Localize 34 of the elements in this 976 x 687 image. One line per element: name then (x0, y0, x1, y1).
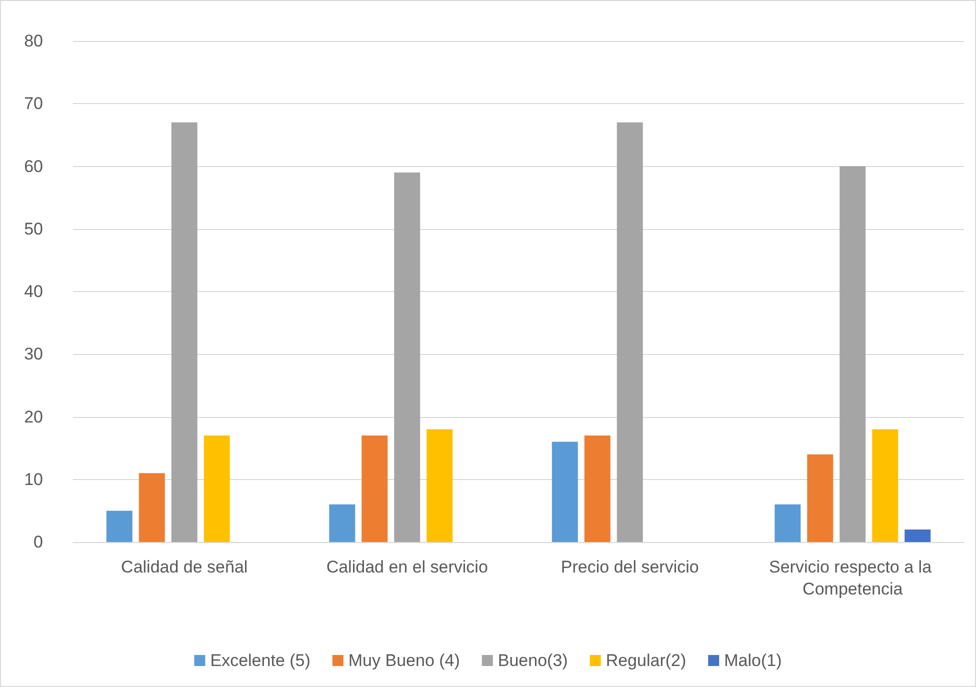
bar (616, 122, 643, 542)
legend-label: Bueno(3) (498, 651, 568, 670)
y-tick-label: 70 (24, 94, 43, 114)
y-tick-label: 50 (24, 219, 43, 238)
x-tick-label: Calidad en el servicio (326, 558, 488, 576)
bar (904, 529, 931, 542)
bar (362, 436, 388, 542)
bar (171, 122, 198, 542)
y-tick-label: 0 (34, 532, 43, 552)
bar (584, 436, 610, 542)
legend-label: Malo(1) (724, 651, 782, 670)
y-tick-label: 60 (24, 156, 43, 176)
legend-label: Regular(2) (606, 651, 686, 670)
bar (329, 504, 356, 542)
y-tick-label: 10 (24, 470, 43, 489)
bar (872, 429, 898, 542)
y-tick-label: 40 (24, 282, 43, 301)
bar (426, 429, 453, 542)
x-tick-label: Precio del servicio (560, 558, 699, 576)
bar (840, 166, 866, 542)
legend-label: Muy Bueno (4) (348, 651, 460, 670)
legend-label: Excelente (5) (210, 651, 310, 670)
bar (807, 454, 834, 542)
x-tick-label: Servicio respecto a la Competencia (769, 558, 936, 598)
y-tick-label: 80 (24, 32, 43, 50)
bar (106, 510, 132, 542)
x-tick-label: Calidad de señal (121, 558, 248, 576)
bar (552, 442, 578, 542)
bar (394, 172, 420, 542)
bar (138, 473, 165, 542)
bar (774, 504, 801, 542)
y-tick-label: 20 (24, 407, 43, 426)
bar (204, 436, 230, 542)
y-tick-label: 30 (24, 344, 43, 364)
